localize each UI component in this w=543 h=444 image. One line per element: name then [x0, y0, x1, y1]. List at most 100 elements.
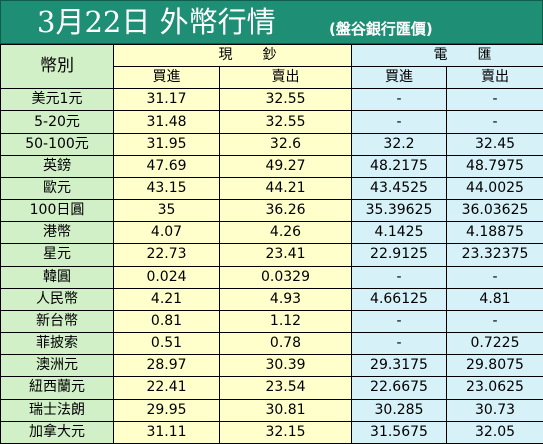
cash-sell-cell: 30.81: [219, 398, 352, 422]
cash-buy-cell: 0.024: [113, 265, 220, 289]
cash-buy-cell: 0.81: [113, 309, 220, 334]
wire-sell-cell: -: [446, 309, 543, 334]
table-row: 加拿大元 31.11 32.15 31.5675 32.05: [0, 420, 543, 444]
wire-buy-cell: -: [351, 309, 447, 334]
table-row: 人民幣 4.21 4.93 4.66125 4.81: [0, 287, 543, 311]
wire-sell-cell: 23.0625: [446, 376, 543, 400]
wire-sell-cell: 0.7225: [446, 332, 543, 356]
wire-buy-cell: 30.285: [351, 398, 447, 422]
wire-buy-cell: 35.39625: [351, 199, 447, 223]
wire-sell-cell: -: [446, 88, 543, 112]
currency-name: 50-100元: [0, 132, 114, 156]
table-row: 韓圓 0.024 0.0329- -: [0, 265, 543, 289]
table-row: 100日圓 35 36.26 35.39625 36.03625: [0, 199, 543, 223]
cash-buy-cell: 0.51: [113, 332, 220, 356]
cash-buy-cell: 31.48: [113, 110, 220, 134]
header-wire-sell: 賣出: [446, 66, 543, 90]
cash-sell-cell: 32.15: [219, 420, 352, 444]
wire-buy-cell: 31.5675: [351, 420, 447, 444]
table-row: 瑞士法朗 29.95 30.81 30.285 30.73: [0, 398, 543, 422]
wire-sell-cell: 44.0025: [446, 176, 543, 201]
table-row: 紐西蘭元 22.41 23.54 22.6675 23.0625: [0, 376, 543, 400]
cash-sell-cell: 23.41: [219, 243, 352, 267]
wire-buy-cell: 22.9125: [351, 243, 447, 267]
header-row-groups: 幣別 現鈔 電匯: [0, 43, 543, 90]
wire-sell-cell: 32.05: [446, 420, 543, 444]
wire-sell-cell: 29.8075: [446, 354, 543, 378]
cash-buy-cell: 47.69: [113, 154, 220, 178]
currency-name: 5-20元: [0, 110, 114, 134]
wire-sell-cell: 30.73: [446, 398, 543, 422]
header-cash-left: 現: [218, 47, 263, 64]
wire-sell-cell: 36.03625: [446, 199, 543, 223]
header-cash-right: 鈔: [262, 47, 277, 64]
page-title: 3月22日 外幣行情: [37, 5, 276, 39]
table-row: 5-20元 31.48 32.55- -: [0, 110, 543, 134]
wire-buy-cell: 43.4525: [351, 176, 447, 201]
header-cash-group: 現鈔: [113, 43, 352, 68]
page-subtitle: (盤谷銀行匯價): [329, 20, 433, 38]
title-bar: 3月22日 外幣行情 (盤谷銀行匯價): [0, 0, 543, 44]
header-cash-sell: 賣出: [219, 66, 352, 90]
cash-sell-cell: 0.0329: [219, 265, 352, 289]
wire-buy-cell: 4.1425: [351, 221, 447, 245]
currency-name: 美元1元: [0, 88, 114, 112]
table-row: 50-100元 31.95 32.6 32.2 32.45: [0, 132, 543, 156]
currency-name: 歐元: [0, 176, 114, 201]
cash-buy-cell: 22.41: [113, 376, 220, 400]
wire-buy-cell: -: [351, 265, 447, 289]
currency-name: 韓圓: [0, 265, 114, 289]
table-row: 新台幣 0.81 1.12- -: [0, 309, 543, 334]
header-cash-buy: 買進: [113, 66, 220, 90]
currency-name: 菲披索: [0, 332, 114, 356]
wire-sell-cell: 4.18875: [446, 221, 543, 245]
wire-sell-cell: 23.32375: [446, 243, 543, 267]
header-wire-group: 電匯: [351, 43, 543, 68]
cash-sell-cell: 44.21: [219, 176, 352, 201]
cash-buy-cell: 28.97: [113, 354, 220, 378]
wire-buy-cell: -: [351, 332, 447, 356]
cash-buy-cell: 31.11: [113, 420, 220, 444]
cash-buy-cell: 31.95: [113, 132, 220, 156]
cash-buy-cell: 31.17: [113, 88, 220, 112]
currency-name: 100日圓: [0, 199, 114, 223]
currency-name: 星元: [0, 243, 114, 267]
cash-buy-cell: 43.15: [113, 176, 220, 201]
cash-sell-cell: 1.12: [219, 309, 352, 334]
cash-buy-cell: 22.73: [113, 243, 220, 267]
wire-buy-cell: 32.2: [351, 132, 447, 156]
exchange-rate-table: 幣別 現鈔 電匯 買進 賣出 買進 賣出 美元1元 31.17 32.55- -5-2…: [0, 43, 543, 444]
wire-sell-cell: -: [446, 265, 543, 289]
table-row: 菲披索 0.51 0.78-0.7225: [0, 332, 543, 356]
cash-sell-cell: 30.39: [219, 354, 352, 378]
table-row: 澳洲元 28.97 30.39 29.3175 29.8075: [0, 354, 543, 378]
currency-name: 新台幣: [0, 309, 114, 334]
table-row: 歐元 43.15 44.21 43.4525 44.0025: [0, 176, 543, 201]
currency-name: 瑞士法朗: [0, 398, 114, 422]
cash-sell-cell: 32.55: [219, 88, 352, 112]
wire-buy-cell: 29.3175: [351, 354, 447, 378]
cash-buy-cell: 4.07: [113, 221, 220, 245]
wire-sell-cell: 4.81: [446, 287, 543, 311]
wire-sell-cell: -: [446, 110, 543, 134]
table-row: 港幣 4.07 4.26 4.1425 4.18875: [0, 221, 543, 245]
header-wire-buy: 買進: [351, 66, 447, 90]
currency-name: 澳洲元: [0, 354, 114, 378]
currency-name: 人民幣: [0, 287, 114, 311]
cash-sell-cell: 0.78: [219, 332, 352, 356]
header-row-columns: 買進 賣出 買進 賣出: [1, 66, 543, 90]
currency-name: 加拿大元: [0, 420, 114, 444]
table-row: 美元1元 31.17 32.55- -: [0, 88, 543, 112]
wire-buy-cell: 48.2175: [351, 154, 447, 178]
wire-sell-cell: 32.45: [446, 132, 543, 156]
cash-sell-cell: 4.93: [219, 287, 352, 311]
header-wire-right: 匯: [477, 47, 492, 64]
header-wire-left: 電: [433, 47, 478, 64]
table-row: 英鎊 47.69 49.27 48.2175 48.7975: [0, 154, 543, 178]
cash-sell-cell: 36.26: [219, 199, 352, 223]
cash-sell-cell: 32.55: [219, 110, 352, 134]
table-row: 星元 22.73 23.41 22.9125 23.32375: [0, 243, 543, 267]
header-currency: 幣別: [0, 43, 114, 90]
cash-buy-cell: 29.95: [113, 398, 220, 422]
